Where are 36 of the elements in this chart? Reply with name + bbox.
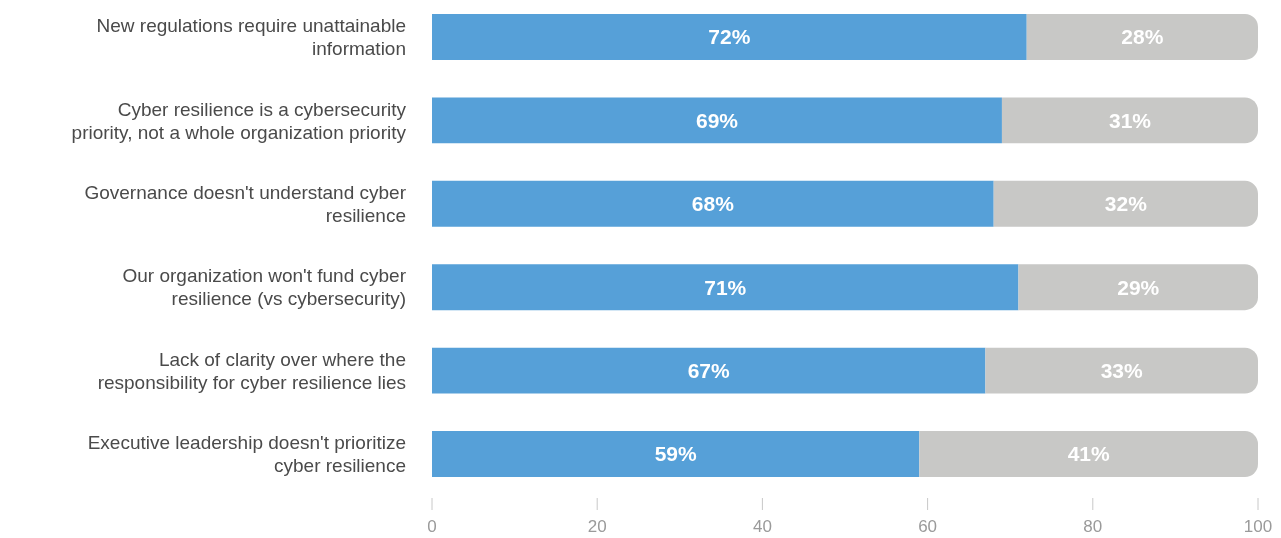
y-tick-label: Cyber resilience is a cybersecurity priority, not a whole organization priority xyxy=(71,98,407,143)
y-tick-label: Lack of clarity over where the responsibility for cyber resilience lies xyxy=(97,348,406,393)
data-label: 28% xyxy=(1121,25,1164,49)
y-tick-label: Governance doesn't understand cyber resilience xyxy=(84,181,407,226)
data-label: 71% xyxy=(704,275,747,299)
bar xyxy=(432,97,1002,144)
data-label: 31% xyxy=(1108,108,1152,132)
bar xyxy=(919,431,1258,477)
data-label: 72% xyxy=(708,25,751,49)
x-tick-label: 20 xyxy=(587,517,607,536)
x-tick-label: 0 xyxy=(427,517,437,536)
x-tick-label: 60 xyxy=(918,517,938,536)
bar xyxy=(1018,264,1258,311)
bar xyxy=(1026,14,1258,60)
data-label: 69% xyxy=(695,108,739,132)
bar xyxy=(1001,97,1258,144)
x-tick-label: 40 xyxy=(752,517,772,536)
data-label: 33% xyxy=(1100,358,1144,382)
bar xyxy=(432,14,1027,60)
data-label: 59% xyxy=(654,442,698,466)
x-tick-label: 80 xyxy=(1083,517,1103,536)
y-tick-label: Our organization won't fund cyber resilience (vs cybersecurity) xyxy=(122,265,407,310)
bar xyxy=(432,347,986,394)
bar xyxy=(432,264,1019,311)
bar xyxy=(432,180,994,227)
y-tick-label: New regulations require unattainable information xyxy=(96,15,406,60)
data-label: 29% xyxy=(1117,275,1160,299)
bar xyxy=(432,431,920,477)
data-label: 41% xyxy=(1067,442,1111,466)
data-label: 68% xyxy=(691,192,735,216)
data-label: 67% xyxy=(687,358,731,382)
data-label: 32% xyxy=(1104,192,1148,216)
bar xyxy=(985,347,1258,394)
x-tick-label: 100 xyxy=(1243,517,1273,536)
bar xyxy=(993,180,1258,227)
y-tick-label: Executive leadership doesn't prioritize cyber resilience xyxy=(87,432,406,477)
